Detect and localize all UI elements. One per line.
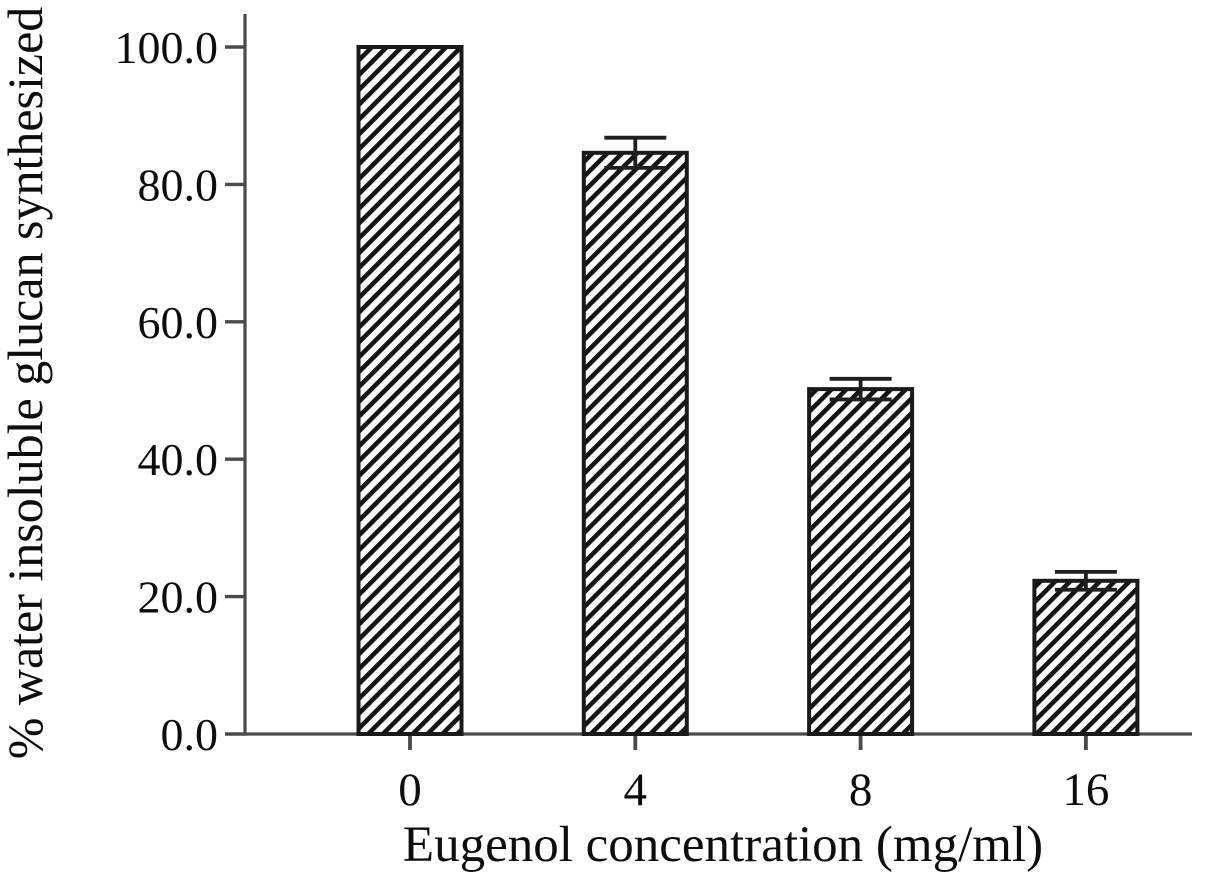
y-tick-label: 100.0 xyxy=(115,22,219,73)
x-tick-label: 8 xyxy=(849,764,873,816)
bar-8 xyxy=(807,387,915,736)
x-tick-label: 16 xyxy=(1062,764,1109,816)
y-tick-label: 80.0 xyxy=(138,159,219,210)
y-tick-label: 40.0 xyxy=(138,434,219,485)
error-bars xyxy=(604,135,1117,592)
bar-4 xyxy=(581,150,689,737)
y-axis-title: % water insoluble glucan synthesized xyxy=(0,7,53,760)
bar-0 xyxy=(356,45,464,736)
bar-16 xyxy=(1032,578,1140,737)
y-tick-label: 0.0 xyxy=(161,709,219,760)
x-axis-title: Eugenol concentration (mg/ml) xyxy=(403,817,1043,873)
y-tick-label: 20.0 xyxy=(138,572,219,623)
x-tick-label: 0 xyxy=(398,764,422,816)
bars xyxy=(356,45,1140,737)
labels: 0.0 20.0 40.0 60.0 80.0 100.0 0 4 8 16 Eugenol con… xyxy=(0,7,1109,873)
x-tick-label: 4 xyxy=(624,764,648,816)
y-tick-label: 60.0 xyxy=(138,297,219,348)
